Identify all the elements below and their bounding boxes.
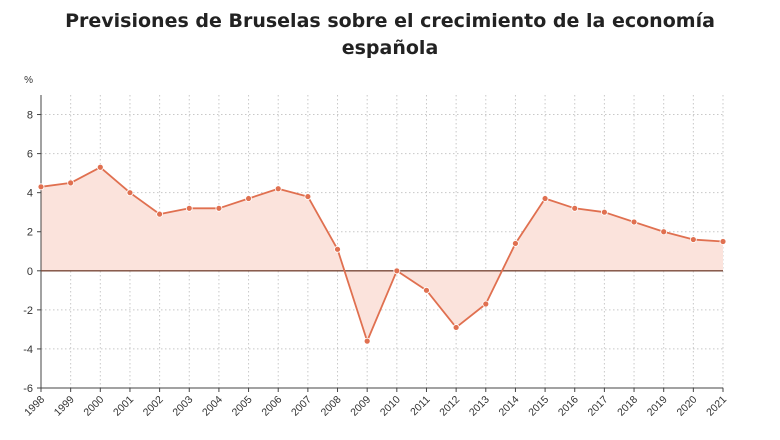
area-layer	[41, 167, 723, 342]
y-tick-label: 4	[27, 188, 33, 200]
chart-title: Previsiones de Bruselas sobre el crecimi…	[0, 8, 780, 62]
x-tick-label: 2007	[289, 394, 314, 419]
points	[37, 163, 727, 345]
x-tick-label: 2011	[408, 394, 433, 419]
y-axis-unit-label: %	[24, 75, 33, 86]
x-tick-label: 2021	[704, 394, 729, 419]
data-point-2012	[452, 324, 460, 331]
data-point-2009	[363, 337, 371, 345]
axes	[37, 95, 724, 392]
y-tick-label: -6	[23, 383, 33, 395]
x-tick-label: 2020	[674, 394, 699, 419]
data-point-2001	[126, 189, 134, 197]
x-tick-label: 2013	[467, 394, 492, 419]
data-point-2018	[630, 218, 638, 226]
line-layer	[40, 166, 724, 343]
data-point-2016	[571, 204, 579, 212]
data-point-2013	[482, 300, 490, 308]
data-point-2015	[541, 195, 549, 202]
x-tick-label: 2005	[230, 394, 255, 419]
x-tick-label: 2015	[526, 394, 551, 419]
y-tick-label: 8	[27, 110, 33, 122]
data-point-2004	[215, 204, 223, 212]
x-tick-label: 2009	[348, 394, 373, 419]
x-tick-label: 2001	[111, 394, 136, 419]
data-point-2011	[423, 286, 430, 294]
y-tick-label: -2	[23, 305, 33, 317]
data-point-2014	[512, 240, 519, 247]
x-tick-label: 2019	[645, 394, 670, 419]
series-line	[40, 166, 724, 343]
data-point-2006	[274, 185, 282, 193]
x-tick-label: 2008	[319, 394, 344, 419]
data-point-2010	[393, 267, 401, 275]
x-tick-label: 2004	[200, 394, 225, 419]
x-tick-label: 2016	[556, 394, 581, 419]
y-tick-label: -4	[23, 344, 33, 356]
x-tick-label: 1998	[22, 394, 47, 419]
x-tick-label: 2010	[378, 394, 403, 419]
data-point-2008	[334, 245, 341, 253]
chart-title-line-2: española	[341, 37, 439, 59]
x-tick-label: 2012	[437, 394, 462, 419]
data-point-2020	[689, 236, 697, 243]
y-tick-label: 6	[27, 149, 33, 161]
x-tick-label: 2017	[586, 394, 611, 419]
y-tick-label: 2	[27, 227, 33, 239]
grid	[41, 95, 724, 389]
x-tick-label: 2014	[497, 394, 522, 419]
y-tick-label: 0	[27, 266, 33, 278]
x-tick-label: 1999	[52, 394, 77, 419]
x-tick-label: 2000	[81, 394, 106, 419]
data-point-2002	[156, 210, 164, 218]
data-point-1999	[67, 179, 75, 187]
data-point-2003	[185, 204, 193, 212]
data-point-2007	[304, 193, 312, 200]
area-fill	[41, 167, 723, 342]
data-point-2021	[719, 238, 727, 245]
data-point-2017	[600, 208, 608, 216]
data-point-2000	[96, 163, 104, 171]
x-tick-label: 2018	[615, 394, 640, 419]
data-point-1998	[37, 183, 45, 191]
x-tick-label: 2006	[259, 394, 284, 419]
data-point-2019	[660, 228, 668, 236]
chart-title-line-1: Previsiones de Bruselas sobre el crecimi…	[65, 10, 715, 32]
x-tick-label: 2003	[170, 394, 195, 419]
data-point-2005	[245, 195, 252, 202]
x-tick-label: 2002	[141, 394, 166, 419]
